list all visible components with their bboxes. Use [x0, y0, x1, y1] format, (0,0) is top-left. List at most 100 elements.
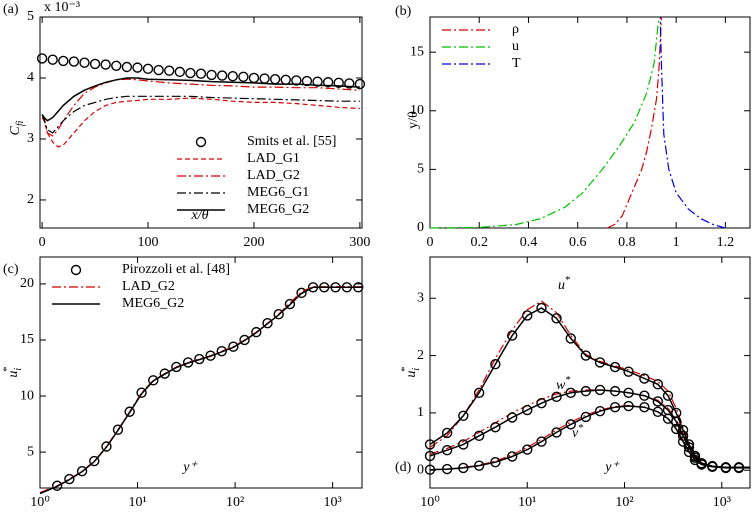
x-tick-label: 10¹ [128, 495, 146, 510]
data-point [594, 405, 606, 417]
data-line [429, 16, 660, 229]
data-point [623, 366, 634, 377]
data-point [609, 401, 621, 413]
data-point [580, 385, 592, 397]
data-point [206, 69, 217, 81]
data-point [733, 462, 745, 474]
x-axis-label: y⁺ [181, 460, 198, 475]
y-tick-label: 15 [410, 44, 424, 59]
data-point [248, 72, 260, 84]
legend-label: LAD_G1 [247, 151, 300, 166]
data-point [194, 353, 205, 365]
data-point [473, 387, 485, 399]
y-tick-label: 5 [27, 444, 34, 459]
y-tick-label: 10 [20, 388, 34, 403]
data-point [565, 387, 576, 399]
data-point [100, 59, 111, 70]
data-point [112, 424, 124, 435]
data-point [124, 406, 135, 417]
data-point [458, 439, 469, 450]
x-tick-label: 0.8 [618, 235, 636, 250]
data-point [58, 55, 69, 67]
data-point [148, 375, 159, 386]
annotation-sup: * [565, 374, 571, 386]
y-axis-label-sub: i [411, 368, 422, 371]
x-tick-label: 10² [226, 495, 244, 510]
x-tick-label: 10³ [713, 495, 731, 510]
data-point [424, 439, 436, 450]
y-axis-label-sup: * [1, 366, 13, 372]
y-tick-label: 0 [417, 220, 424, 235]
legend-label: LAD_G2 [247, 168, 300, 183]
legend-label: MEG6_G2 [247, 202, 309, 217]
annotation-base: u [558, 278, 565, 293]
data-point [89, 455, 100, 467]
data-point [490, 457, 501, 468]
x-tick-label: 200 [243, 235, 264, 250]
data-point [89, 58, 101, 70]
data-point [594, 357, 606, 368]
data-point [216, 345, 227, 357]
data-point [121, 61, 133, 73]
data-point [164, 65, 175, 76]
x-tick-label: 300 [349, 235, 370, 250]
data-point [677, 430, 689, 442]
plot-frame [39, 256, 363, 489]
data-point [683, 439, 695, 450]
y-axis-label-base: u [404, 371, 419, 378]
data-line [606, 16, 662, 229]
plot-frame [39, 16, 363, 229]
data-point [185, 67, 196, 79]
data-line [429, 389, 750, 468]
x-tick-label: 0 [427, 235, 434, 250]
data-point [68, 56, 80, 67]
annotation-sup: * [565, 274, 571, 286]
data-point [228, 341, 239, 352]
data-point [536, 302, 547, 314]
data-point [441, 427, 453, 439]
data-point [424, 450, 436, 462]
y-tick-label: 1 [417, 405, 424, 420]
data-point [652, 379, 664, 390]
legend-label: u [512, 39, 519, 54]
data-point [312, 76, 323, 87]
data-point [536, 397, 547, 409]
data-point [652, 396, 664, 407]
annotation-base: w [556, 378, 566, 393]
data-point [251, 326, 262, 338]
legend-label: MEG6_G2 [122, 296, 184, 311]
legend-marker [70, 264, 82, 276]
y-tick-label: 3 [417, 290, 424, 305]
x-tick-label: 0.6 [569, 235, 587, 250]
x-axis-label: x/θ [191, 208, 209, 223]
data-point [565, 419, 576, 430]
legend-label: MEG6_G1 [247, 185, 309, 200]
data-point [205, 350, 216, 361]
y-tick-label: 2 [417, 348, 424, 363]
data-point [36, 53, 48, 64]
data-point [159, 368, 170, 379]
x-axis-label: y⁺ [603, 460, 620, 475]
annotation: v* [572, 422, 584, 442]
annotation: w* [556, 374, 571, 394]
data-line [429, 300, 750, 468]
data-point [662, 390, 674, 401]
data-point [296, 287, 307, 299]
data-point [506, 451, 518, 462]
y-axis-label-base: C [8, 125, 23, 135]
data-point [441, 463, 453, 475]
x-tick-label: 10⁰ [420, 495, 440, 510]
y-tick-label: 0 [417, 462, 424, 477]
data-point [354, 78, 366, 90]
data-point [623, 387, 634, 399]
x-tick-label: 0 [39, 235, 46, 250]
y-tick-label: 15 [20, 332, 34, 347]
data-point [458, 410, 469, 421]
y-axis-label-base: u [6, 371, 21, 378]
data-line [41, 78, 360, 137]
data-point [490, 358, 501, 370]
x-tick-label: 10⁰ [30, 495, 50, 510]
data-point [720, 462, 732, 474]
x-tick-label: 0.4 [520, 235, 538, 250]
data-point [280, 74, 291, 86]
